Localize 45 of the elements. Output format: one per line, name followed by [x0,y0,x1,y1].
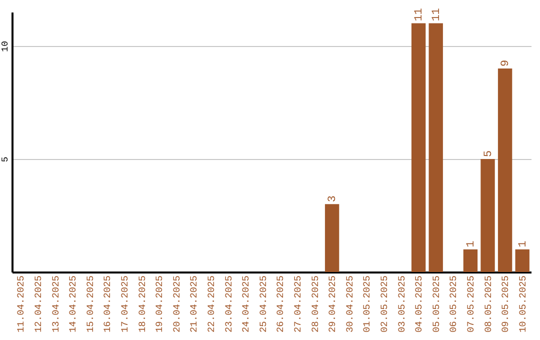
bar [480,158,495,272]
x-tick-label: 17.04.2025 [119,275,130,333]
data-label: 11 [430,8,443,22]
bar [515,249,530,272]
x-tick-label: 01.05.2025 [362,275,373,333]
x-tick-label: 06.05.2025 [448,275,460,333]
data-label: 1 [465,240,478,248]
x-tick-label: 15.04.2025 [84,275,96,333]
x-tick-label: 07.05.2025 [465,275,476,333]
x-tick-label: 30.04.2025 [344,275,356,333]
bar [428,23,443,272]
x-tick-label: 24.04.2025 [240,275,252,333]
data-label: 11 [414,8,426,22]
x-tick-label: 21.04.2025 [188,275,200,333]
x-tick-label: 10.05.2025 [517,275,528,333]
x-tick-label: 12.04.2025 [32,275,44,333]
bar [324,204,340,272]
x-tick-label: 18.04.2025 [136,275,148,333]
x-tick-label: 02.05.2025 [378,275,390,333]
x-tick-label: 14.04.2025 [68,275,79,333]
x-tick-label: 08.05.2025 [482,275,494,333]
bar [498,68,512,272]
data-label: 5 [482,150,495,157]
y-tick-label: 10 [0,41,10,52]
bar [411,23,426,272]
x-tick-label: 16.04.2025 [102,275,114,333]
x-tick-label: 26.04.2025 [275,275,286,333]
x-tick-label: 04.05.2025 [414,275,425,333]
x-tick-label: 29.04.2025 [327,275,338,333]
data-label: 3 [327,196,340,202]
x-tick-label: 09.05.2025 [500,275,512,333]
x-tick-label: 23.04.2025 [223,275,234,333]
data-label: 1 [517,240,530,248]
x-tick-label: 20.04.2025 [171,275,182,333]
x-tick-label: 05.05.2025 [430,275,442,333]
x-tick-label: 22.04.2025 [206,275,217,333]
x-tick-label: 19.04.2025 [154,275,166,333]
data-label: 9 [500,60,512,67]
x-tick-label: 11.04.2025 [16,275,27,333]
x-tick-label: 25.04.2025 [258,275,269,333]
x-tick-label: 03.05.2025 [396,275,408,333]
x-tick-label: 28.04.2025 [310,275,321,333]
bar [463,249,478,272]
x-tick-label: 13.04.2025 [50,275,62,333]
x-tick-label: 27.04.2025 [292,275,304,333]
